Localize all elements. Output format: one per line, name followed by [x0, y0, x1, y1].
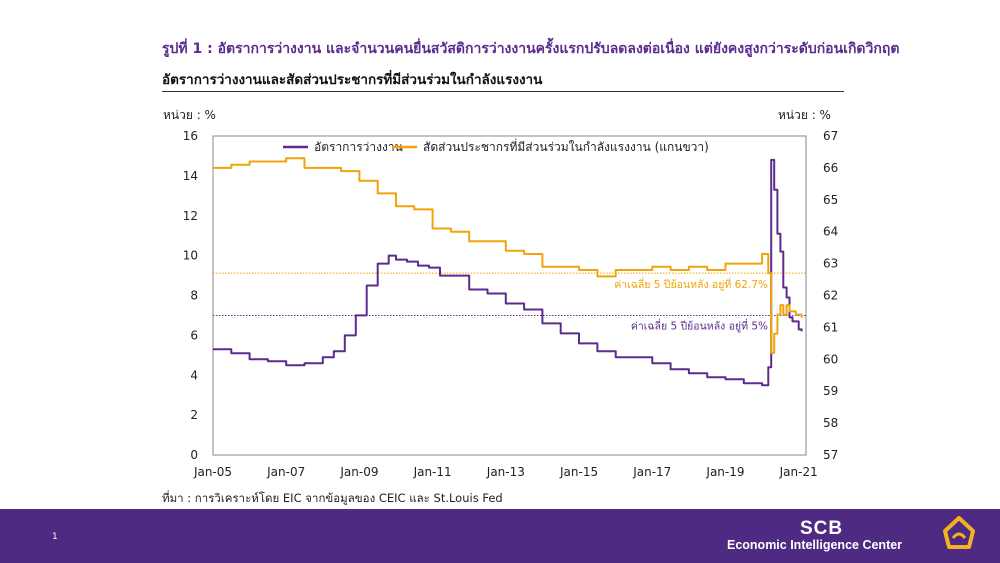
title-divider: [162, 91, 844, 92]
figure-title: รูปที่ 1 : อัตราการว่างงาน และจำนวนคนยื่…: [162, 41, 900, 57]
y-right-tick-label: 67: [823, 129, 838, 143]
x-tick-label: Jan-15: [559, 465, 598, 479]
brand-subtitle: Economic Intelligence Center: [727, 538, 903, 552]
series-line: [213, 158, 803, 387]
y-left-tick-label: 8: [190, 289, 198, 303]
x-tick-label: Jan-11: [413, 465, 452, 479]
series-line: [213, 157, 803, 354]
x-tick-label: Jan-13: [486, 465, 525, 479]
y-right-tick-label: 65: [823, 193, 838, 207]
y-right-tick-label: 64: [823, 225, 838, 239]
source-note: ที่มา : การวิเคราะห์โดย EIC จากข้อมูลของ…: [162, 491, 503, 505]
x-tick-label: Jan-09: [339, 465, 378, 479]
line-chart: 0 2 4 6 8 10 12 14 16 57 58 59 60 61 62 63 64 65 66 67 Jan-0…: [183, 129, 839, 479]
y-right-tick-label: 59: [823, 384, 838, 398]
x-tick-label: Jan-19: [705, 465, 744, 479]
y-left-tick-label: 10: [183, 249, 198, 263]
y-right-tick-label: 57: [823, 448, 838, 462]
reference-line-label: ค่าเฉลี่ย 5 ปีย้อนหลัง อยู่ที่ 5%: [631, 318, 768, 332]
y-left-tick-label: 12: [183, 209, 198, 223]
y-left-tick-label: 6: [190, 328, 198, 342]
y-left-tick-label: 4: [190, 368, 198, 382]
left-axis-unit: หน่วย : %: [163, 108, 216, 122]
x-tick-label: Jan-21: [779, 465, 818, 479]
y-right-tick-label: 61: [823, 320, 838, 334]
y-right-tick-label: 63: [823, 257, 838, 271]
legend-label: อัตราการว่างงาน: [314, 140, 403, 154]
y-right-tick-label: 58: [823, 416, 838, 430]
legend-label: สัดส่วนประชากรที่มีส่วนร่วมในกำลังแรงงาน…: [423, 138, 709, 154]
y-right-tick-label: 62: [823, 289, 838, 303]
y-left-tick-label: 14: [183, 169, 198, 183]
chart-title: อัตราการว่างงานและสัดส่วนประชากรที่มีส่ว…: [162, 72, 543, 88]
footer-bar: [0, 509, 1000, 563]
right-axis-unit: หน่วย : %: [778, 108, 831, 122]
y-right-tick-label: 66: [823, 161, 838, 175]
plot-area: [212, 135, 807, 456]
brand-name: SCB: [800, 518, 844, 539]
page-number: 1: [52, 532, 58, 542]
y-left-tick-label: 2: [190, 408, 198, 422]
x-tick-label: Jan-07: [266, 465, 305, 479]
scb-lotus-logo-icon: [943, 516, 975, 549]
y-left-tick-label: 16: [183, 129, 198, 143]
reference-line-label: ค่าเฉลี่ย 5 ปีย้อนหลัง อยู่ที่ 62.7%: [614, 277, 768, 291]
x-tick-label: Jan-17: [632, 465, 671, 479]
y-left-tick-label: 0: [190, 448, 198, 462]
x-tick-label: Jan-05: [193, 465, 232, 479]
y-right-tick-label: 60: [823, 352, 838, 366]
